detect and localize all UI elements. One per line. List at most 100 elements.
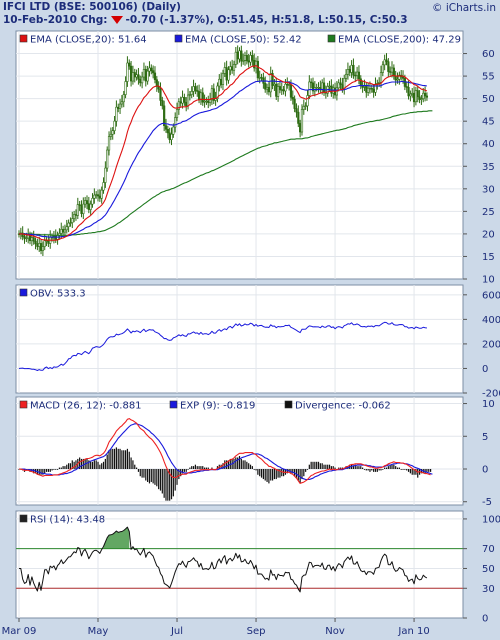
divergence-bar — [380, 469, 382, 471]
divergence-bar — [68, 463, 70, 469]
divergence-bar — [58, 467, 61, 469]
candle-body — [319, 87, 322, 90]
ema20-line — [19, 65, 428, 241]
divergence-bar — [391, 464, 393, 469]
divergence-bar — [314, 461, 316, 469]
candle-body — [425, 95, 429, 98]
candle-body — [220, 78, 223, 85]
divergence-bar — [69, 463, 72, 469]
ytick-label-obv: -200 — [482, 389, 500, 400]
legend-label-obv: OBV: 533.3 — [30, 289, 86, 300]
candle-body — [412, 92, 416, 103]
divergence-bar — [264, 469, 266, 481]
divergence-bar — [152, 469, 154, 484]
candle-body — [38, 243, 41, 247]
legend-label-rsi: RSI (14): 43.48 — [30, 515, 105, 526]
divergence-bar — [207, 467, 209, 469]
divergence-bar — [319, 463, 321, 469]
divergence-bar — [148, 469, 151, 484]
divergence-bar — [66, 464, 68, 469]
candle-body — [411, 92, 414, 95]
divergence-bar — [268, 469, 270, 484]
divergence-bar — [242, 460, 244, 469]
divergence-bar — [303, 469, 305, 477]
candle-body — [139, 78, 142, 84]
candle-body — [247, 60, 250, 63]
candle-body — [302, 106, 305, 110]
candle-body — [311, 82, 315, 92]
divergence-bar — [71, 460, 73, 469]
candle-body — [271, 73, 274, 86]
divergence-bar — [200, 466, 202, 469]
candle-body — [350, 64, 353, 73]
candle-body — [113, 120, 116, 131]
candle-body — [107, 136, 111, 151]
candle-body — [254, 60, 258, 69]
ytick-label-rsi: 70 — [482, 544, 495, 555]
candle-body — [299, 123, 302, 133]
legend-swatch-price — [174, 34, 183, 43]
chart-header-values: 10-Feb-2010 Chg: -0.70 (-1.37%), O:51.45,… — [3, 14, 408, 27]
divergence-bar — [382, 469, 384, 470]
price-candles — [17, 45, 429, 257]
divergence-bar — [33, 469, 35, 474]
candle-body — [111, 130, 114, 135]
candle-body — [146, 70, 149, 82]
ytick-label-rsi: 30 — [482, 584, 495, 595]
candle-body — [260, 77, 263, 79]
divergence-bar — [356, 466, 358, 469]
divergence-bar — [341, 467, 343, 469]
candle-body — [289, 84, 293, 98]
divergence-bar — [88, 460, 90, 469]
candle-body — [109, 133, 112, 137]
candle-body — [321, 82, 324, 90]
candle-body — [396, 78, 399, 81]
candle-body — [175, 109, 179, 118]
divergence-bar — [363, 469, 366, 470]
candle-body — [126, 62, 129, 82]
divergence-bar — [42, 469, 44, 475]
candle-body — [328, 85, 331, 88]
divergence-bar — [147, 469, 149, 482]
divergence-bar — [47, 469, 49, 472]
divergence-bar — [374, 469, 377, 472]
candle-body — [170, 133, 173, 140]
divergence-bar — [310, 461, 312, 469]
candle-body — [253, 60, 256, 69]
divergence-bar — [396, 467, 399, 469]
divergence-bar — [373, 469, 375, 472]
obv-line — [18, 321, 427, 371]
divergence-bar — [334, 467, 336, 469]
candle-body — [284, 83, 287, 92]
candle-body — [416, 90, 419, 98]
divergence-bar — [40, 469, 42, 475]
brand-label[interactable]: © iCharts.in — [432, 2, 496, 14]
legend-label-price: EMA (CLOSE,20): 51.64 — [30, 35, 147, 46]
divergence-bar — [430, 469, 432, 472]
divergence-bar — [371, 469, 373, 471]
candle-body — [91, 197, 94, 205]
divergence-bar — [376, 469, 378, 472]
xtick-label: Nov — [325, 626, 345, 637]
candle-body — [379, 72, 383, 83]
divergence-bar — [110, 448, 112, 469]
divergence-bar — [327, 464, 329, 469]
panel-rsi-frame — [15, 510, 464, 619]
divergence-bar — [106, 454, 108, 469]
candle-body — [225, 67, 228, 81]
candle-body — [21, 232, 24, 237]
candle-body — [168, 132, 171, 140]
ytick-label-obv: 600 — [482, 290, 500, 301]
candle-body — [150, 67, 153, 71]
divergence-bar — [255, 469, 257, 471]
divergence-bar — [358, 466, 360, 469]
divergence-bar — [409, 469, 411, 474]
candle-body — [363, 86, 366, 88]
divergence-bar — [297, 469, 299, 481]
divergence-bar — [406, 469, 408, 471]
ytick-label-price: 50 — [482, 94, 495, 105]
xtick-label: Sep — [247, 626, 266, 637]
candle-body — [98, 195, 101, 199]
candle-body — [205, 100, 208, 102]
ytick-label-rsi: 100 — [482, 514, 500, 525]
